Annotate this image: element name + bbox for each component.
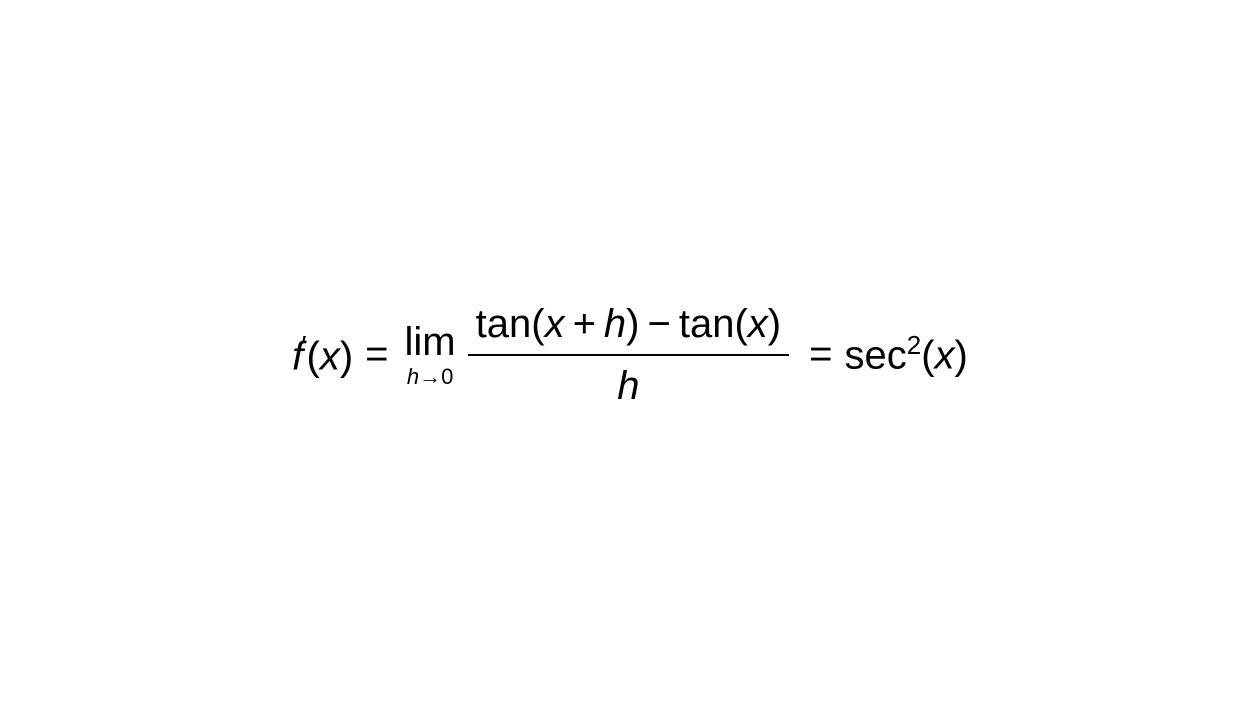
variable-x: x: [545, 302, 565, 346]
close-paren: ): [626, 302, 639, 346]
close-paren: ): [955, 334, 968, 378]
denominator: h: [609, 356, 647, 410]
fraction-block: tan(x+h)−tan(x) h: [468, 300, 790, 410]
open-paren: (: [921, 334, 934, 378]
close-paren: ): [340, 334, 353, 378]
variable-h: h: [617, 364, 639, 408]
variable-x: x: [935, 334, 955, 378]
equals-sign-1: =: [365, 332, 388, 377]
variable-x: x: [748, 302, 768, 346]
derivative-equation: f′(x) = lim h→0 tan(x+h)−tan(x) h = sec2…: [292, 300, 968, 410]
limit-subscript: h→0: [407, 366, 454, 388]
lhs: f′(x): [292, 330, 353, 379]
numerator: tan(x+h)−tan(x): [468, 300, 790, 354]
limit-value-0: 0: [441, 364, 453, 389]
tan-function-1: tan: [476, 302, 532, 346]
tan-function-2: tan: [679, 302, 735, 346]
close-paren: ): [768, 302, 781, 346]
variable-x: x: [320, 334, 340, 378]
rhs: sec2(x): [844, 330, 967, 378]
sec-function: sec: [844, 334, 906, 378]
equals-sign-2: =: [809, 332, 832, 377]
exponent-2: 2: [907, 330, 921, 360]
variable-h: h: [604, 302, 626, 346]
limit-block: lim h→0: [405, 322, 456, 388]
open-paren: (: [531, 302, 544, 346]
plus-sign: +: [573, 302, 596, 346]
open-paren: (: [307, 334, 320, 378]
limit-label: lim: [405, 322, 456, 362]
arrow-icon: →: [419, 364, 441, 389]
open-paren: (: [734, 302, 747, 346]
minus-sign: −: [648, 302, 671, 346]
limit-var-h: h: [407, 364, 419, 389]
